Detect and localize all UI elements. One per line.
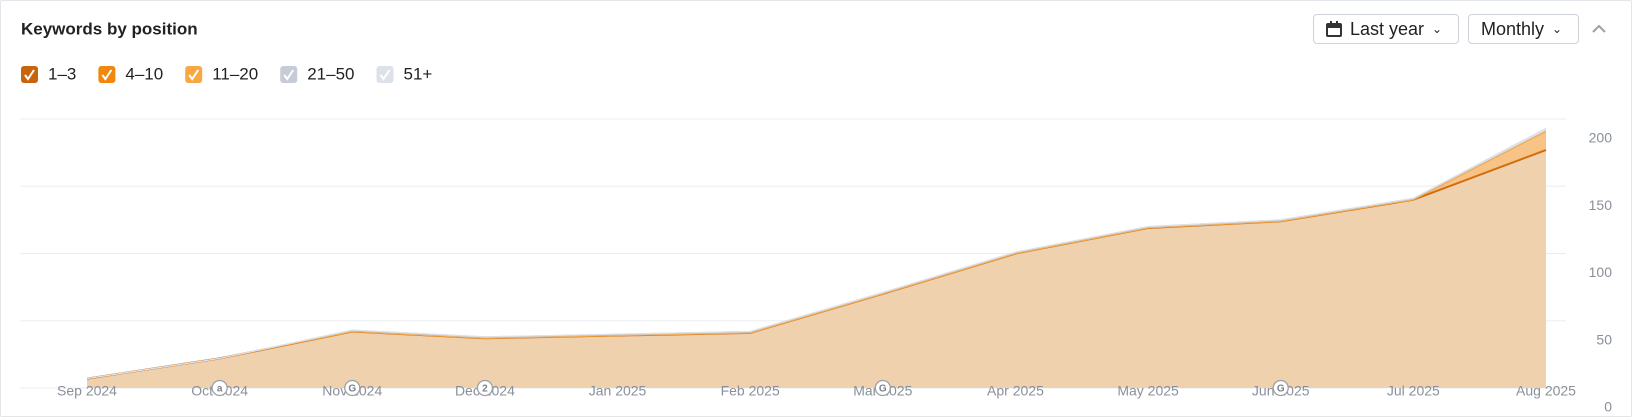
calendar-icon (1326, 21, 1342, 37)
x-tick-label: Jul 2025 (1387, 383, 1440, 399)
annotation-marker (344, 379, 361, 397)
x-tick-label: Jan 2025 (589, 383, 647, 399)
y-tick-label: 100 (1589, 264, 1613, 280)
annotation-text: 2 (482, 384, 488, 395)
annotation-text: a (217, 384, 223, 395)
annotation-marker (1272, 379, 1289, 397)
x-tick-label: May 2025 (1117, 383, 1179, 399)
annotation-marker (211, 379, 228, 397)
annotation-text: G (1277, 384, 1285, 395)
collapse-button[interactable] (1590, 20, 1608, 38)
legend-label: 1–3 (48, 64, 76, 83)
range-label: Last year (1350, 18, 1425, 39)
legend-check (24, 69, 35, 81)
x-tick-label: Aug 2025 (1516, 383, 1576, 399)
legend-check (379, 69, 391, 81)
series-line (86, 127, 1547, 380)
legend-label: 21–50 (307, 64, 354, 83)
legend-checkbox (185, 66, 203, 83)
legend-check (283, 69, 295, 81)
legend-label: 11–20 (212, 64, 258, 83)
x-tick-label: Apr 2025 (987, 383, 1044, 399)
chevron: ⌄ (1552, 22, 1563, 36)
annotation-text: G (879, 384, 887, 395)
annotation-text: G (348, 384, 356, 395)
legend-checkbox (280, 66, 298, 83)
legend-checkbox (376, 66, 394, 83)
legend-checkbox (21, 66, 38, 83)
y-tick-label: 0 (1604, 399, 1612, 415)
annotation-marker (874, 379, 891, 397)
legend-label: 51+ (404, 64, 433, 83)
area (87, 149, 1546, 388)
legend-label: 4–10 (125, 64, 163, 83)
legend-check (101, 69, 113, 81)
interval-label: Monthly (1481, 18, 1545, 39)
interval-button[interactable]: Monthly ⌄ (1468, 14, 1579, 44)
x-tick-label: Feb 2025 (721, 383, 780, 399)
y-tick-label: 150 (1589, 197, 1613, 213)
y-tick-label: 50 (1596, 331, 1612, 347)
annotation-marker (476, 379, 494, 397)
chart-title: Keywords by position (21, 19, 198, 38)
y-tick-label: 200 (1589, 130, 1613, 146)
legend-check (188, 69, 200, 81)
legend-checkbox (98, 66, 116, 83)
x-tick-label: Sep 2024 (57, 383, 117, 399)
range-button[interactable]: Last year ⌄ (1313, 14, 1459, 44)
chevron: ⌄ (1432, 22, 1443, 36)
